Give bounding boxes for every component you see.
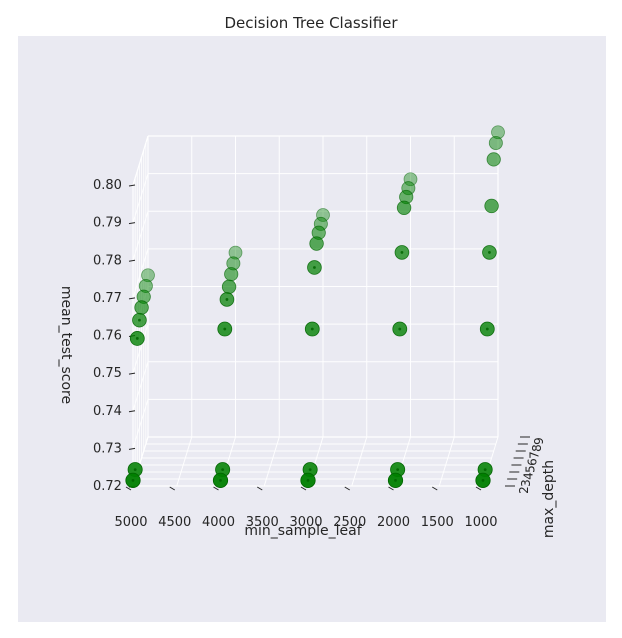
- scatter-point: [134, 300, 149, 315]
- scatter-point: [486, 152, 501, 167]
- z-tick-label: 0.73: [93, 441, 122, 456]
- z-tick-label: 0.76: [93, 329, 122, 344]
- y-tick-label: 9: [532, 437, 546, 445]
- y-axis-label: max_depth: [541, 460, 557, 538]
- grid-line-z-side: [132, 173, 149, 223]
- z-tick-mark: [128, 184, 136, 187]
- grid-layer: [132, 135, 499, 487]
- scatter-point-core: [225, 298, 229, 301]
- x-tick-mark: [431, 486, 438, 491]
- grid-line-z-side: [132, 361, 149, 411]
- chart-title: Decision Tree Classifier: [224, 14, 398, 32]
- scatter-point: [221, 279, 237, 295]
- x-tick-label: 3000: [289, 515, 322, 530]
- scatter-point-core: [306, 478, 310, 482]
- scatter-point-core: [135, 337, 139, 340]
- x-tick-mark: [256, 486, 263, 491]
- scatter-point-core: [223, 327, 227, 331]
- grid-line-z-side: [132, 211, 149, 261]
- scatter-point-core: [481, 478, 485, 482]
- scatter-point: [396, 200, 412, 215]
- z-axis-label: mean_test_score: [58, 286, 74, 404]
- z-tick-mark: [128, 410, 136, 413]
- scatter-point-core: [488, 251, 491, 254]
- scatter-point: [484, 198, 499, 214]
- y-tick-label: 2: [517, 486, 531, 494]
- y-tick-label: 7: [528, 451, 542, 459]
- z-tick-label: 0.78: [93, 253, 122, 268]
- z-tick-label: 0.77: [93, 291, 122, 306]
- x-tick-mark: [125, 486, 132, 491]
- scatter-point-core: [138, 318, 141, 322]
- y-tick-label: 3: [519, 479, 533, 487]
- points-layer: [125, 125, 505, 488]
- scatter-point-core: [485, 327, 489, 331]
- cube-edge: [132, 135, 149, 186]
- scatter-point-core: [133, 468, 137, 471]
- scatter-point-core: [131, 478, 135, 482]
- z-tick-label: 0.79: [93, 216, 122, 231]
- x-tick-mark: [475, 486, 482, 491]
- grid-line-x-floor: [176, 436, 193, 487]
- scatter-point-core: [219, 478, 222, 482]
- x-tick-label: 5000: [114, 515, 147, 530]
- scatter-point-core: [310, 327, 314, 331]
- grid-line-z-side: [132, 399, 149, 449]
- x-axis-label: min_sample_leaf: [244, 523, 362, 539]
- x-tick-mark: [344, 486, 351, 491]
- scatter-point-core: [313, 266, 316, 269]
- grid-line-x-floor: [263, 436, 280, 487]
- x-tick-mark: [388, 486, 394, 491]
- scatter-point-core: [400, 251, 404, 254]
- x-tick-mark: [169, 486, 176, 491]
- z-tick-mark: [128, 372, 136, 375]
- z-tick-label: 0.80: [93, 178, 122, 193]
- scatter-point-core: [308, 468, 312, 471]
- x-tick-label: 2500: [333, 515, 366, 530]
- y-tick-label: 8: [530, 444, 544, 452]
- scatter-point: [316, 208, 330, 222]
- z-tick-label: 0.75: [93, 366, 122, 381]
- scatter-point-core: [483, 468, 487, 471]
- tick-layer: 5000 4500 4000 3500 3000 2500 2000 1500 1000 2345…: [93, 178, 546, 530]
- z-tick-label: 0.74: [93, 404, 122, 419]
- scatter-point: [224, 267, 239, 282]
- z-tick-mark: [128, 447, 136, 450]
- x-tick-label: 3500: [246, 515, 279, 530]
- x-tick-label: 4000: [202, 515, 235, 530]
- scatter-point: [491, 125, 505, 140]
- y-tick-label: 5: [523, 465, 537, 473]
- scatter-point: [228, 245, 243, 260]
- scatter-point: [141, 268, 155, 283]
- grid-line-x-floor: [438, 436, 455, 487]
- scatter-point-core: [398, 327, 402, 331]
- scatter-point-core: [396, 468, 400, 471]
- z-tick-mark: [128, 297, 136, 300]
- z-tick-mark: [128, 222, 136, 225]
- x-tick-mark: [213, 486, 219, 491]
- x-tick-mark: [300, 486, 307, 491]
- grid-line-x-floor: [351, 436, 368, 487]
- x-tick-label: 2000: [377, 515, 410, 530]
- grid-line-z-side: [132, 323, 149, 374]
- scatter-point: [488, 135, 503, 150]
- scatter-point-core: [221, 468, 225, 471]
- z-tick-mark: [128, 259, 136, 262]
- z-tick-label: 0.72: [93, 479, 122, 494]
- x-tick-label: 1500: [421, 515, 454, 530]
- y-tick-label: 6: [526, 458, 540, 466]
- scatter-point: [403, 172, 418, 187]
- scatter-point: [309, 236, 324, 251]
- x-tick-label: 4500: [158, 515, 191, 530]
- scatter-point-core: [394, 478, 397, 482]
- x-tick-label: 1000: [464, 515, 497, 530]
- grid-line-z-side: [132, 248, 149, 299]
- y-tick-label: 4: [521, 472, 535, 480]
